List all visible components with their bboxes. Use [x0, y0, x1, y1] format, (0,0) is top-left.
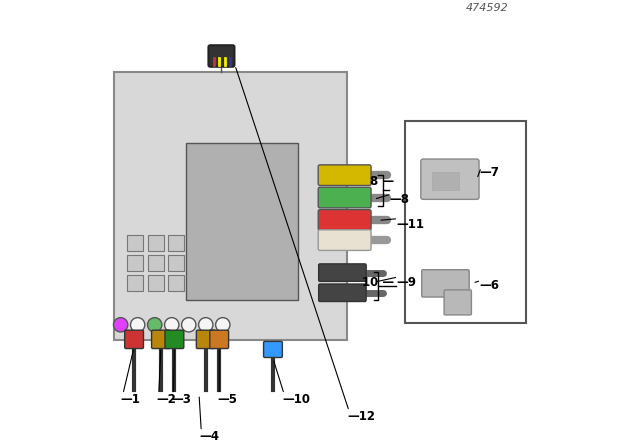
- FancyBboxPatch shape: [209, 45, 234, 67]
- Circle shape: [131, 318, 145, 332]
- FancyBboxPatch shape: [165, 330, 184, 349]
- Bar: [168, 275, 184, 291]
- FancyBboxPatch shape: [432, 172, 459, 190]
- Bar: [148, 235, 164, 251]
- Circle shape: [148, 318, 162, 332]
- FancyBboxPatch shape: [114, 72, 347, 340]
- Text: 474592: 474592: [465, 4, 508, 13]
- Text: —9: —9: [396, 276, 416, 289]
- Circle shape: [164, 318, 179, 332]
- FancyBboxPatch shape: [264, 341, 282, 358]
- Text: —3: —3: [172, 393, 191, 406]
- Circle shape: [113, 318, 128, 332]
- Text: —8: —8: [389, 193, 410, 206]
- FancyBboxPatch shape: [421, 159, 479, 199]
- FancyBboxPatch shape: [405, 121, 526, 323]
- Text: —7: —7: [479, 166, 499, 179]
- Text: —1: —1: [121, 393, 141, 406]
- Text: 8 —: 8 —: [370, 175, 394, 188]
- FancyBboxPatch shape: [444, 290, 472, 315]
- FancyBboxPatch shape: [318, 230, 371, 250]
- Bar: [148, 275, 164, 291]
- Text: —11: —11: [396, 217, 424, 231]
- FancyBboxPatch shape: [152, 330, 170, 349]
- Text: —2: —2: [157, 393, 177, 406]
- FancyBboxPatch shape: [318, 165, 371, 185]
- Circle shape: [198, 318, 213, 332]
- Bar: [127, 275, 143, 291]
- Text: —6: —6: [479, 279, 499, 293]
- FancyBboxPatch shape: [319, 284, 366, 302]
- Circle shape: [216, 318, 230, 332]
- FancyBboxPatch shape: [318, 187, 371, 208]
- Bar: [127, 255, 143, 271]
- Bar: [127, 235, 143, 251]
- FancyBboxPatch shape: [422, 270, 469, 297]
- FancyBboxPatch shape: [318, 210, 371, 230]
- Text: —4: —4: [199, 430, 219, 444]
- FancyBboxPatch shape: [125, 330, 143, 349]
- Bar: [168, 255, 184, 271]
- FancyBboxPatch shape: [196, 330, 215, 349]
- Bar: [148, 255, 164, 271]
- Text: —12: —12: [347, 410, 375, 423]
- Text: —10: —10: [282, 393, 310, 406]
- FancyBboxPatch shape: [186, 143, 298, 300]
- FancyBboxPatch shape: [210, 330, 228, 349]
- Circle shape: [182, 318, 196, 332]
- FancyBboxPatch shape: [319, 264, 366, 281]
- Text: 10 —: 10 —: [362, 276, 394, 289]
- Bar: [168, 235, 184, 251]
- Text: —5: —5: [217, 393, 237, 406]
